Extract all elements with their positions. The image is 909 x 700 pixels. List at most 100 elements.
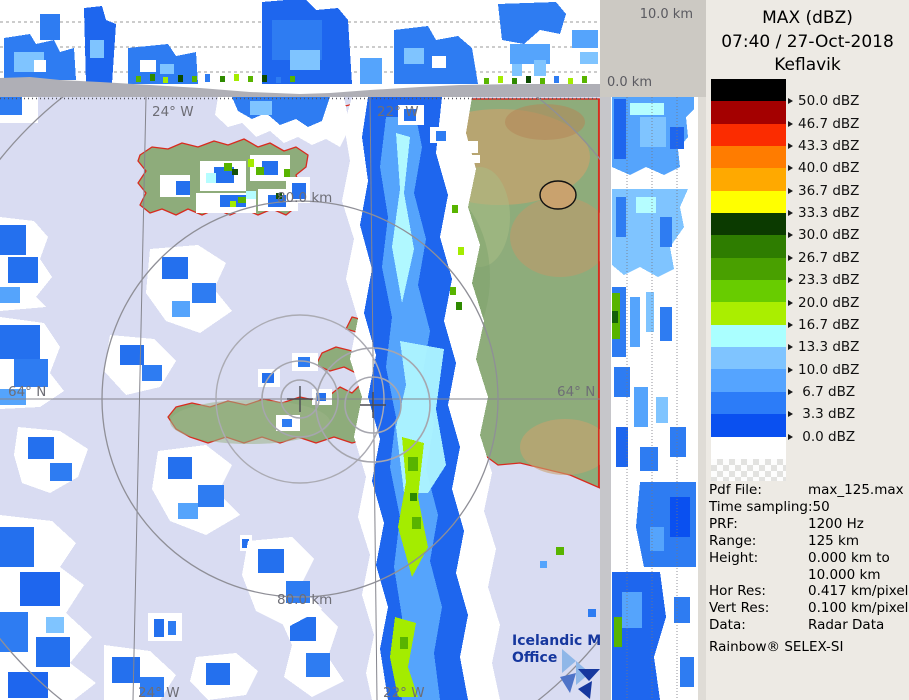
top-height-profile (0, 0, 600, 97)
legend-scale-label: 20.0 dBZ (788, 295, 859, 311)
map-label-layer: 24° W 22° W 24° W 22° W 64° N 64° N 80.0… (8, 104, 595, 700)
legend-scale-label: 26.7 dBZ (788, 250, 859, 266)
metadata-row: Time sampling:50 (709, 499, 908, 516)
metadata-row: Rainbow® SELEX-SI (709, 639, 908, 656)
legend-scale-label: 16.7 dBZ (788, 317, 859, 333)
metadata-value: 1200 Hz (808, 515, 864, 532)
imo-logo-line1: Icelandic Met (512, 633, 600, 649)
metadata-value: max_125.max (808, 482, 904, 498)
legend-band (711, 146, 786, 169)
metadata-row: Range: 125 km (709, 533, 908, 550)
legend-scale-label: 10.0 dBZ (788, 362, 859, 378)
metadata-row: 10.000 km (709, 567, 908, 584)
legend-scale-label: 6.7 dBZ (788, 384, 855, 400)
legend-color-bar (711, 79, 786, 482)
legend-scale-label: 13.3 dBZ (788, 339, 859, 355)
legend-band (711, 436, 786, 459)
legend-scale-label: 3.3 dBZ (788, 406, 855, 422)
metadata-value: 0.100 km/pixel (808, 600, 909, 617)
metadata-label: Range: (709, 532, 757, 549)
legend-scale-label: 36.7 dBZ (788, 183, 859, 199)
label-80km-top: 80.0 km (277, 190, 332, 206)
radar-site-crosshair (287, 386, 386, 418)
triangle-right-icon (788, 165, 793, 172)
legend-scale-label: 40.0 dBZ (788, 160, 859, 176)
metadata-value: 0.000 km to (808, 549, 890, 566)
triangle-right-icon (788, 411, 793, 418)
legend-band (711, 347, 786, 370)
triangle-right-icon (788, 388, 793, 395)
triangle-right-icon (788, 433, 793, 440)
triangle-right-icon (788, 366, 793, 373)
metadata-label: Time sampling:50 (709, 498, 830, 515)
legend-scale-label: 50.0 dBZ (788, 93, 859, 109)
range-ring-80km (101, 200, 499, 598)
triangle-right-icon (788, 344, 793, 351)
legend-band (711, 190, 786, 214)
label-24w-bottom: 24° W (138, 685, 180, 700)
legend-band (711, 235, 786, 258)
side-height-profile (600, 97, 706, 700)
imo-logo: Icelandic Met Office (512, 633, 600, 699)
metadata-row: Vert Res: 0.100 km/pixel (709, 600, 908, 617)
metadata-block: Pdf File: max_125.max Time sampling:50 PRF:… (709, 482, 908, 656)
metadata-value: Radar Data (808, 617, 885, 634)
metadata-row: Data: Radar Data (709, 617, 908, 634)
profile-right-margin (698, 97, 706, 700)
label-64n-left: 64° N (8, 384, 46, 400)
station-name: Keflavik (774, 55, 841, 75)
label-22w-bottom: 22° W (383, 685, 425, 700)
metadata-row: Hor Res: 0.417 km/pixel (709, 583, 908, 600)
legend-band (711, 391, 786, 415)
triangle-right-icon (788, 143, 793, 150)
metadata-label (709, 567, 808, 584)
label-24w-top: 24° W (152, 104, 194, 120)
terrain-column (600, 97, 611, 700)
legend-band (711, 458, 786, 482)
label-64n-right: 64° N (557, 384, 595, 400)
legend-scale-label: 0.0 dBZ (788, 429, 855, 445)
metadata-label: Hor Res: (709, 583, 766, 600)
metadata-row: Pdf File: max_125.max (709, 482, 908, 499)
imo-logo-mark (560, 649, 600, 699)
metadata-label: PRF: (709, 515, 738, 532)
height-axis-corner: 10.0 km 0.0 km (600, 0, 706, 97)
metadata-label: Pdf File: (709, 482, 762, 498)
legend-band (711, 101, 786, 124)
legend-scale-label: 30.0 dBZ (788, 227, 859, 243)
triangle-right-icon (788, 210, 793, 217)
metadata-row: Height: 0.000 km to (709, 550, 908, 567)
legend-band (711, 280, 786, 303)
legend-band (711, 168, 786, 191)
triangle-right-icon (788, 120, 793, 127)
metadata-label: Vert Res: (709, 600, 770, 617)
label-80km-bottom: 80.0 km (277, 592, 332, 608)
glacier-outline (539, 180, 577, 210)
metadata-label: Height: (709, 549, 759, 566)
legend-band (711, 414, 786, 437)
triangle-right-icon (788, 187, 793, 194)
legend-scale-label: 33.3 dBZ (788, 205, 859, 221)
legend-scale-label: 23.3 dBZ (788, 272, 859, 288)
triangle-right-icon (788, 232, 793, 239)
metadata-value: 125 km (808, 532, 860, 549)
legend-band (711, 302, 786, 325)
radar-map: 24° W 22° W 24° W 22° W 64° N 64° N 80.0… (0, 97, 600, 700)
legend-band (711, 257, 786, 281)
legend-band (711, 213, 786, 236)
metadata-label: Rainbow® SELEX-SI (709, 639, 844, 656)
product-title: MAX (dBZ) (762, 8, 853, 28)
triangle-right-icon (788, 299, 793, 306)
legend-panel: MAX (dBZ) 07:40 / 27-Oct-2018 Keflavik 50.… (706, 0, 909, 700)
metadata-value: 10.000 km (808, 566, 881, 583)
profile-echoes (612, 97, 696, 700)
imo-logo-line2: Office (512, 650, 557, 666)
profile-echoes (4, 0, 598, 84)
height-axis-min-label: 0.0 km (607, 75, 652, 90)
terrain-silhouette (0, 77, 600, 97)
legend-band (711, 324, 786, 348)
metadata-value: 0.417 km/pixel (808, 583, 909, 600)
metadata-label: Data: (709, 617, 746, 634)
metadata-row: PRF: 1200 Hz (709, 516, 908, 533)
